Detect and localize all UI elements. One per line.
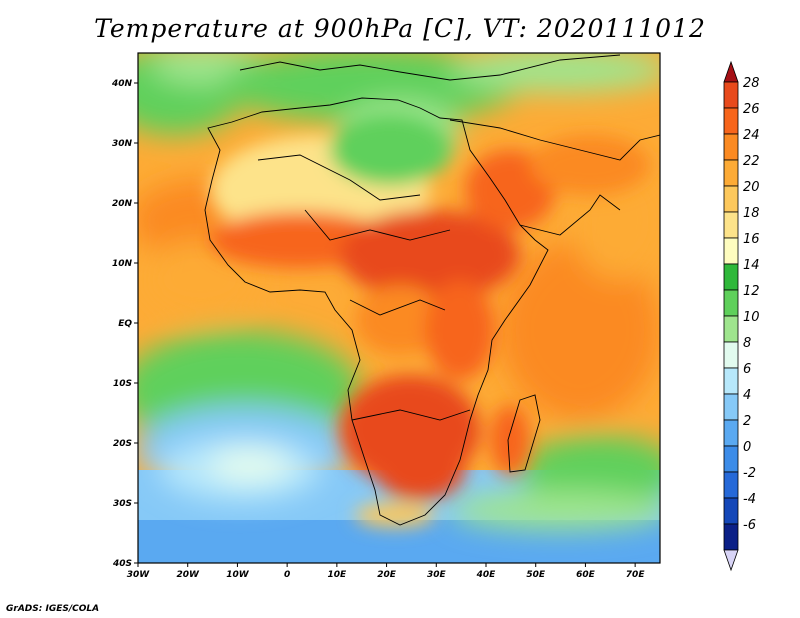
lon-tick-label: 0 [284, 570, 290, 580]
colorbar-label: -4 [743, 492, 756, 507]
colorbar-segment [723, 185, 739, 213]
colorbar-label: 14 [743, 258, 760, 273]
colorbar-label: 24 [743, 128, 760, 143]
temperature-field [138, 53, 660, 563]
colorbar-segment [723, 289, 739, 317]
colorbar-label: 2 [743, 414, 751, 429]
lon-tick-label: 10E [328, 570, 348, 580]
lon-tick-label: 60E [576, 570, 596, 580]
colorbar-label: 8 [743, 336, 751, 351]
lat-tick-label: 10N [112, 259, 133, 269]
map-title: Temperature at 900hPa [C], VT: 202011101… [94, 14, 706, 43]
colorbar-segment [723, 107, 739, 135]
lat-tick-label: 30N [112, 139, 133, 149]
lat-tick-label: 40S [112, 559, 132, 569]
colorbar-label: -2 [743, 466, 756, 481]
colorbar-segment [723, 523, 739, 551]
lon-tick-label: 20W [176, 570, 200, 580]
colorbar-label: 28 [743, 76, 760, 91]
lon-tick-label: 50E [526, 570, 546, 580]
colorbar-label: 16 [743, 232, 760, 247]
colorbar-label: 22 [743, 154, 760, 169]
colorbar-segment [723, 133, 739, 161]
colorbar-label: 18 [743, 206, 760, 221]
longitude-ticks: 30W 20W 10W 0 10E 20E 30E 40E 50E 60E 70E [127, 563, 646, 580]
colorbar-label: -6 [743, 518, 756, 533]
lat-tick-label: 20S [113, 439, 132, 449]
colorbar-segment [723, 315, 739, 343]
colorbar-segment [723, 367, 739, 395]
colorbar-label: 0 [743, 440, 751, 455]
colorbar-segment [723, 471, 739, 499]
lon-tick-label: 20E [377, 570, 397, 580]
colorbar-top-arrow [723, 60, 739, 83]
coastlines [204, 54, 660, 526]
colorbar-label: 6 [743, 362, 751, 377]
lat-tick-label: 40N [111, 79, 133, 89]
colorbar-bottom-arrow [723, 549, 739, 572]
lon-tick-label: 40E [476, 570, 497, 580]
colorbar-label: 12 [743, 284, 760, 299]
plot-frame [137, 52, 661, 564]
colorbar-segment [723, 263, 739, 291]
colorbar-label: 20 [743, 180, 760, 195]
colorbar-label: 4 [743, 388, 751, 403]
colorbar-segment [723, 497, 739, 525]
colorbar-segment [723, 211, 739, 239]
colorbar-label: 26 [743, 102, 760, 117]
lat-tick-label: 20N [112, 199, 133, 209]
lon-tick-label: 30E [427, 570, 447, 580]
lon-tick-label: 10W [226, 570, 250, 580]
colorbar-segment [723, 237, 739, 265]
colorbar-segment [723, 393, 739, 421]
lon-tick-label: 70E [626, 570, 646, 580]
lon-tick-label: 30W [127, 570, 151, 580]
colorbar-segment [723, 445, 739, 473]
credit-label: GrADS: IGES/COLA [6, 604, 100, 614]
colorbar-segment [723, 341, 739, 369]
lat-tick-label: 30S [113, 499, 132, 509]
lat-tick-label: EQ [118, 319, 132, 329]
colorbar-segment [723, 419, 739, 447]
colorbar-segment [723, 81, 739, 109]
lat-tick-label: 10S [113, 379, 132, 389]
colorbar-segment [723, 159, 739, 187]
latitude-ticks: 40N 30N 20N 10N EQ 10S 20S 30S 40S [111, 79, 138, 569]
colorbar-label: 10 [743, 310, 760, 325]
